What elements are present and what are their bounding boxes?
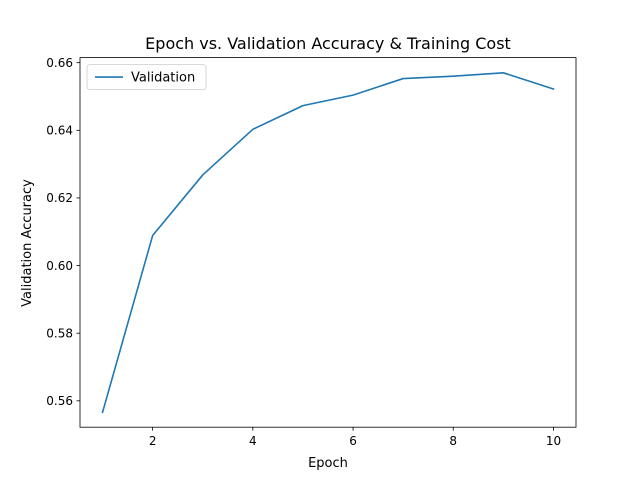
axes-frame [79,57,577,428]
x-tick-label: 4 [249,434,257,448]
y-axis-label: Validation Accuracy [20,179,35,307]
y-tick-label: 0.56 [46,394,73,408]
y-tick-label: 0.60 [46,259,73,273]
plot-area: 2 4 6 8 10 0.56 0.58 0.60 0.62 0.64 0.66 Validation [46,56,577,448]
legend-label: Validation [131,71,195,86]
x-axis-label: Epoch [308,456,348,471]
x-tick-label: 6 [349,434,357,448]
x-tick-label: 8 [449,434,457,448]
y-tick-label: 0.66 [46,56,73,70]
x-tick-label: 2 [149,434,157,448]
x-tick-label: 10 [546,434,561,448]
y-tick-label: 0.58 [46,326,73,340]
y-tick-label: 0.64 [46,124,73,138]
series-line-validation [101,72,555,414]
y-tick-label: 0.62 [46,191,73,205]
legend-box [86,64,207,90]
chart-title: Epoch vs. Validation Accuracy & Training… [145,34,511,53]
